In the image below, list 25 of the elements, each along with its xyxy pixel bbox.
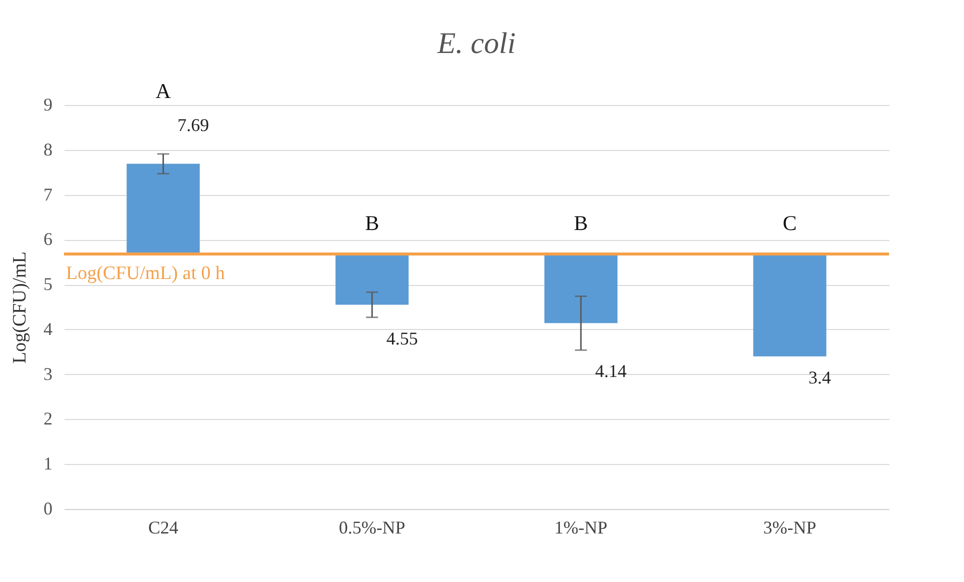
y-tick-label: 7 [44, 184, 52, 204]
x-tick-label: 3%-NP [763, 518, 816, 538]
annotation: B [365, 211, 380, 236]
ref-line-label: Log(CFU/mL) at 0 h [66, 263, 226, 284]
text: A [156, 78, 172, 103]
y-tick-label: 4 [44, 318, 52, 339]
data-label: 4.55 [386, 328, 418, 348]
x-tick-label: 1%-NP [554, 518, 608, 538]
y-tick-label: 5 [44, 274, 52, 294]
y-tick-label: 1 [44, 454, 52, 474]
y-tick-label: 6 [44, 229, 52, 250]
y-axis-title: Log(CFU)/mL [10, 252, 30, 364]
chart-title: E. coli [436, 26, 516, 60]
data-label: 7.69 [177, 114, 209, 135]
y-tick-label: 0 [44, 498, 52, 518]
y-tick-label: 3 [44, 364, 52, 384]
y-tick-label: 2 [44, 408, 52, 429]
x-tick-label: C24 [148, 518, 178, 538]
annotation: C [782, 211, 797, 236]
y-tick-label: 9 [44, 94, 52, 114]
data-label: 4.14 [595, 361, 627, 382]
x-tick-label: 0.5%-NP [338, 518, 406, 538]
data-label: 3.4 [808, 367, 832, 388]
y-tick-label: 8 [44, 139, 52, 160]
annotation: B [574, 211, 588, 236]
